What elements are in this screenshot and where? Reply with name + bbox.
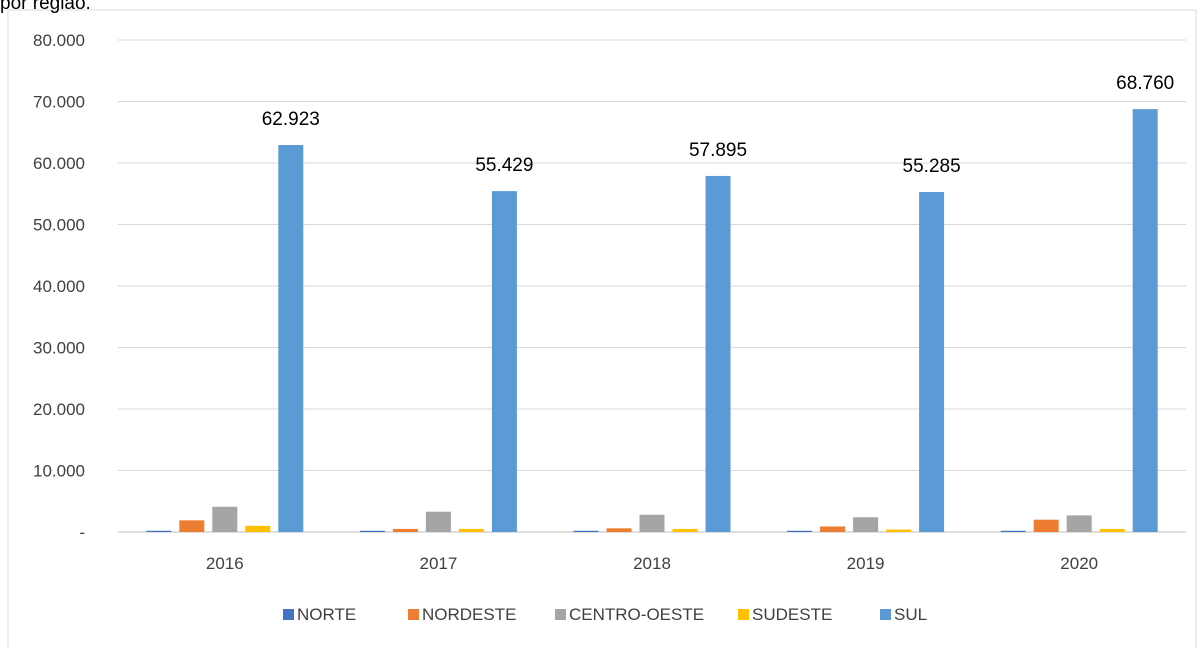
bar	[278, 145, 304, 532]
y-tick-label: 20.000	[33, 400, 85, 419]
y-tick-label: -	[79, 523, 85, 542]
y-tick-label: 70.000	[33, 93, 85, 112]
y-tick-label: 30.000	[33, 339, 85, 358]
bar	[639, 514, 665, 532]
bar	[1033, 519, 1059, 532]
bar	[425, 511, 451, 532]
bar	[491, 191, 517, 533]
bar	[1099, 528, 1125, 532]
data-label: 62.923	[262, 109, 320, 130]
data-label: 57.895	[689, 140, 747, 161]
legend-swatch	[738, 609, 749, 620]
bar	[820, 526, 846, 532]
data-label: 55.429	[475, 155, 533, 176]
x-tick-label: 2016	[206, 554, 244, 573]
bar	[672, 528, 698, 532]
bar	[392, 528, 418, 532]
bar	[146, 530, 172, 532]
legend-swatch	[283, 609, 294, 620]
bar	[919, 191, 945, 532]
legend-label: SUL	[894, 605, 927, 624]
legend-label: CENTRO-OESTE	[569, 605, 704, 624]
data-label: 55.285	[903, 156, 961, 177]
legend-label: NORTE	[297, 605, 356, 624]
legend-label: NORDESTE	[422, 605, 516, 624]
x-tick-label: 2017	[419, 554, 457, 573]
x-tick-label: 2020	[1060, 554, 1098, 573]
chart-title: por região.	[0, 0, 91, 14]
bar	[787, 530, 813, 532]
legend-swatch	[408, 609, 419, 620]
bar	[886, 529, 912, 532]
bar	[179, 520, 205, 532]
legend-label: SUDESTE	[752, 605, 832, 624]
y-tick-label: 50.000	[33, 216, 85, 235]
legend-swatch	[880, 609, 891, 620]
x-tick-label: 2019	[847, 554, 885, 573]
bar	[212, 506, 238, 532]
bar	[1000, 530, 1026, 532]
y-tick-label: 80.000	[33, 31, 85, 50]
y-tick-label: 60.000	[33, 154, 85, 173]
bar	[359, 530, 385, 532]
chart-frame	[7, 9, 1197, 648]
y-tick-label: 10.000	[33, 462, 85, 481]
y-tick-label: 40.000	[33, 277, 85, 296]
data-label: 68.760	[1116, 73, 1174, 94]
bar	[458, 528, 484, 532]
legend-swatch	[555, 609, 566, 620]
bar	[573, 530, 599, 532]
bar	[853, 517, 879, 532]
bar	[705, 175, 731, 533]
x-tick-label: 2018	[633, 554, 671, 573]
bar	[245, 525, 271, 532]
bar	[606, 528, 632, 532]
bar	[1132, 109, 1158, 532]
bar	[1066, 515, 1092, 532]
